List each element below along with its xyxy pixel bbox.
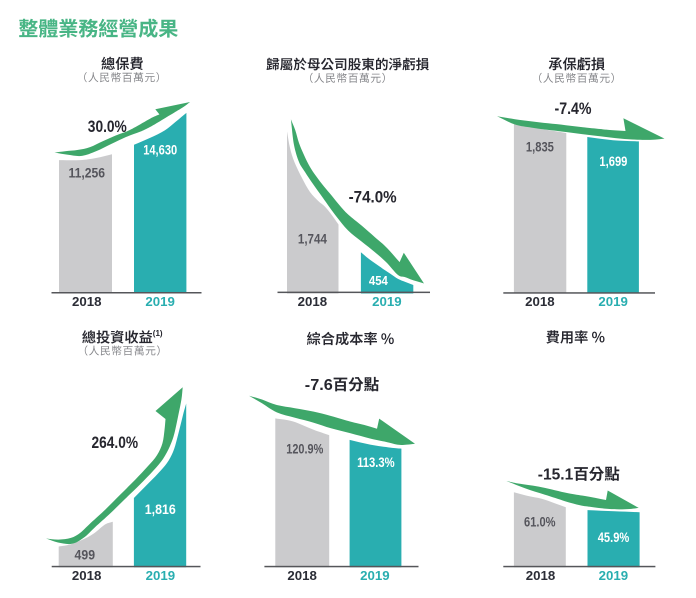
svg-text:113.3%: 113.3% bbox=[357, 455, 395, 470]
svg-text:-7.6: -7.6 bbox=[305, 377, 333, 394]
svg-text:2018: 2018 bbox=[526, 568, 556, 583]
svg-text:2019: 2019 bbox=[598, 294, 628, 309]
svg-text:1,744: 1,744 bbox=[298, 231, 327, 246]
svg-text:61.0%: 61.0% bbox=[524, 514, 556, 529]
svg-text:-7.4%: -7.4% bbox=[555, 100, 592, 118]
svg-text:14,630: 14,630 bbox=[143, 142, 177, 157]
svg-text:2018: 2018 bbox=[525, 294, 555, 309]
svg-text:264.0%: 264.0% bbox=[92, 434, 139, 452]
svg-text:120.9%: 120.9% bbox=[286, 442, 323, 457]
svg-text:1,835: 1,835 bbox=[526, 140, 554, 155]
svg-text:2019: 2019 bbox=[372, 294, 402, 309]
svg-text:1,699: 1,699 bbox=[599, 154, 627, 169]
svg-text:2018: 2018 bbox=[72, 294, 102, 309]
svg-text:-15.1: -15.1 bbox=[538, 467, 574, 484]
svg-text:2019: 2019 bbox=[599, 568, 629, 583]
svg-text:499: 499 bbox=[75, 548, 96, 563]
svg-text:2019: 2019 bbox=[360, 568, 390, 583]
svg-text:11,256: 11,256 bbox=[69, 165, 106, 180]
svg-text:1,816: 1,816 bbox=[145, 502, 176, 517]
svg-text:2018: 2018 bbox=[72, 568, 102, 583]
svg-text:454: 454 bbox=[369, 273, 389, 288]
svg-text:2018: 2018 bbox=[298, 294, 328, 309]
svg-text:(1): (1) bbox=[153, 329, 163, 338]
svg-text:-74.0%: -74.0% bbox=[349, 188, 397, 206]
svg-text:45.9%: 45.9% bbox=[598, 530, 630, 545]
svg-text:2019: 2019 bbox=[146, 568, 176, 583]
svg-text:2018: 2018 bbox=[287, 568, 317, 583]
svg-text:30.0%: 30.0% bbox=[88, 118, 127, 136]
svg-text:2019: 2019 bbox=[145, 294, 175, 309]
